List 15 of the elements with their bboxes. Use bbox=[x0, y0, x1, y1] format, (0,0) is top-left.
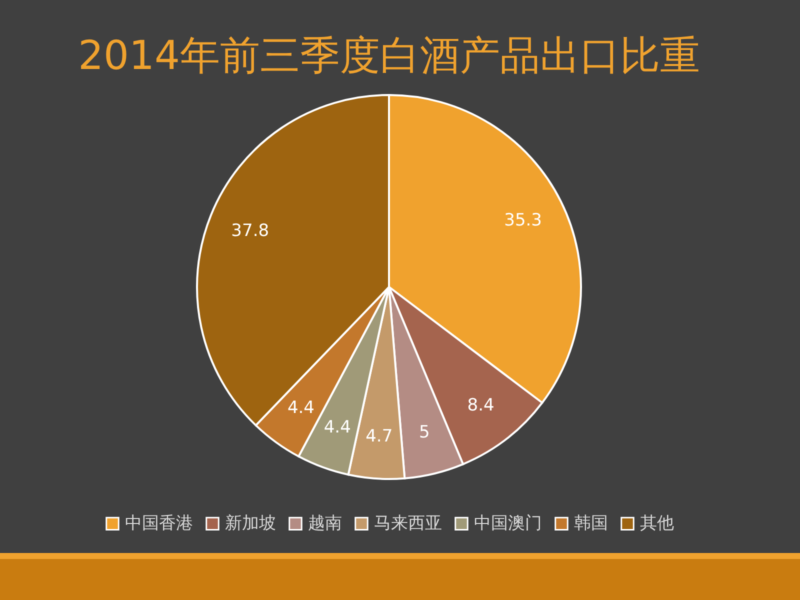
data-label: 8.4 bbox=[467, 395, 494, 416]
data-label: 5 bbox=[419, 422, 430, 443]
chart-title: 2014年前三季度白酒产品出口比重 bbox=[78, 33, 700, 79]
legend-label: 新加坡 bbox=[225, 514, 276, 534]
data-label: 37.8 bbox=[231, 220, 270, 241]
data-label: 4.4 bbox=[287, 398, 314, 418]
legend-label: 中国澳门 bbox=[474, 514, 542, 534]
legend-label: 马来西亚 bbox=[374, 514, 442, 534]
legend-label: 其他 bbox=[640, 514, 674, 534]
data-label: 35.3 bbox=[504, 210, 542, 230]
legend-label: 越南 bbox=[308, 514, 342, 534]
legend-label: 中国香港 bbox=[125, 514, 193, 534]
data-label: 4.7 bbox=[366, 426, 393, 446]
data-label: 4.4 bbox=[324, 418, 351, 438]
legend-label: 韩国 bbox=[574, 514, 608, 534]
